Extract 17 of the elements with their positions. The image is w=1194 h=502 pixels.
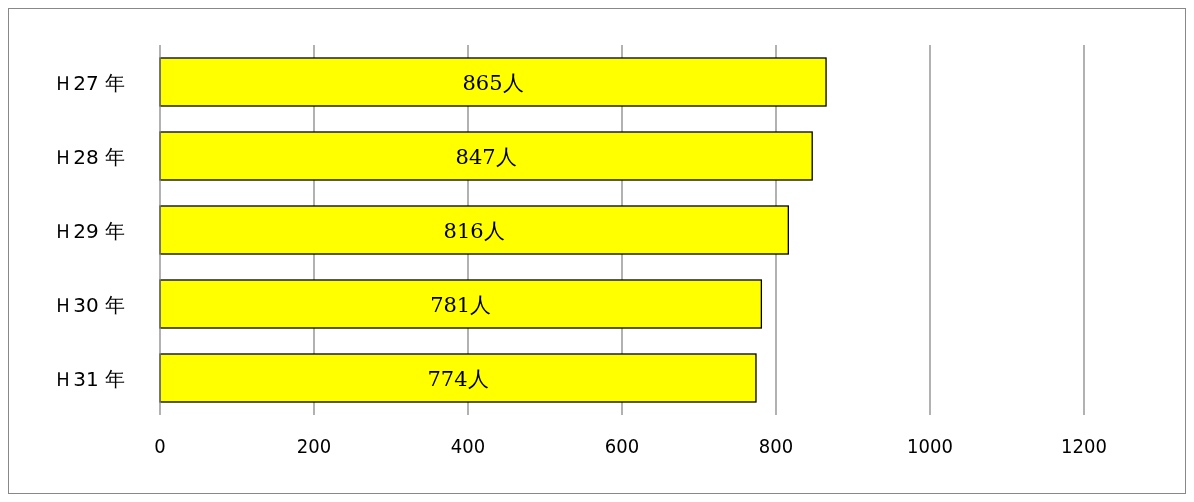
x-tick-label: 1200 — [1061, 434, 1107, 458]
x-tick-label: 1000 — [907, 434, 953, 458]
data-label: 847人 — [455, 145, 517, 169]
x-tick-label: 0 — [154, 434, 166, 458]
data-label: 816人 — [443, 219, 505, 243]
y-tick-label: Ｈ27 年 — [53, 71, 125, 95]
data-label: 781人 — [430, 293, 492, 317]
x-tick-label: 200 — [296, 434, 332, 458]
data-label: 865人 — [462, 71, 524, 95]
y-tick-label: Ｈ29 年 — [53, 219, 125, 243]
y-tick-label: Ｈ30 年 — [53, 293, 125, 317]
data-label: 774人 — [427, 367, 489, 391]
x-tick-label: 600 — [604, 434, 640, 458]
x-tick-label: 800 — [758, 434, 794, 458]
y-tick-label: Ｈ31 年 — [53, 367, 125, 391]
x-tick-label: 400 — [450, 434, 486, 458]
y-tick-label: Ｈ28 年 — [53, 145, 125, 169]
